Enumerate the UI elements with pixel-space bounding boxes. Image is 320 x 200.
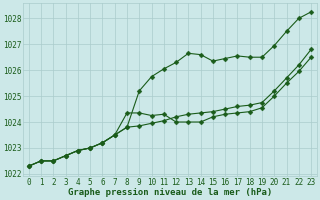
X-axis label: Graphe pression niveau de la mer (hPa): Graphe pression niveau de la mer (hPa) [68, 188, 272, 197]
